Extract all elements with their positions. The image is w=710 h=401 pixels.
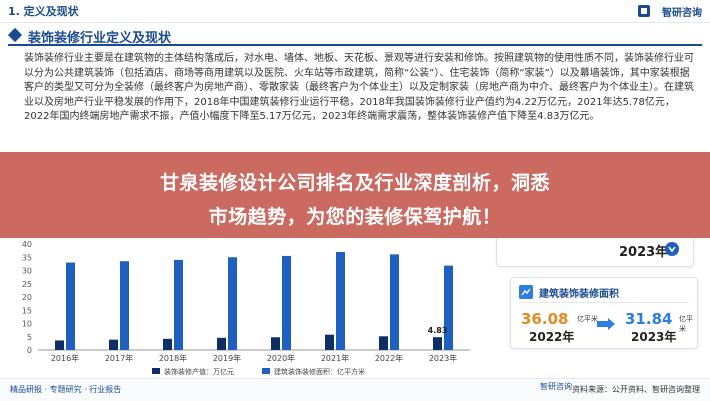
headline-line-2: 市场趋势，为您的装修保驾护航！: [208, 206, 502, 228]
y-tick-label: 35: [22, 253, 32, 262]
y-tick-label: 25: [22, 280, 32, 289]
legend-label-area: 建筑装饰装修面积：亿平方米: [274, 367, 365, 376]
x-tick-label: 2022年: [375, 353, 403, 363]
bar-area-1: [120, 261, 129, 350]
legend-label-output: 装饰装修产值：万亿元: [164, 367, 234, 376]
legend-swatch-output: [152, 368, 160, 374]
bar-area-5: [336, 251, 345, 350]
bar-chart: 0 5 10 15 20 25 30 35 40 2016年 2017年 2018年 2019年 2020…: [22, 240, 470, 376]
area-year-2023: 2023年: [631, 330, 677, 344]
y-tick-label: 20: [22, 293, 32, 302]
bar-area-6: [390, 254, 399, 350]
x-tick-label: 2016年: [51, 353, 79, 363]
bar-output-6: [379, 336, 388, 350]
brand-name: 智研咨询: [662, 8, 702, 19]
arrow-right-icon: [597, 318, 615, 330]
data-label: 4.83: [428, 326, 448, 335]
bar-output-2: [163, 338, 172, 350]
x-tick-label: 2021年: [321, 353, 349, 363]
bar-output-5: [325, 334, 334, 350]
diamond-bullet-icon: [7, 27, 23, 43]
section-label: 1. 定义及现状: [8, 5, 79, 18]
down-arrow-icon: [665, 242, 679, 256]
header-bar: 1. 定义及现状 智研咨询: [0, 0, 710, 23]
bar-output-0: [55, 340, 64, 350]
bar-output-1: [109, 339, 118, 350]
legend-swatch-area: [262, 368, 270, 374]
y-tick-label: 30: [22, 267, 32, 276]
area-unit-2022: 亿平米: [577, 315, 598, 323]
section-title: 装饰装修行业定义及现状: [28, 31, 172, 46]
intro-paragraph: 装饰装修行业主要是在建筑物的主体结构落成后，对水电、墙体、地板、天花板、景观等进…: [24, 53, 694, 122]
bar-area-4: [282, 255, 291, 350]
bar-output-7: [433, 337, 442, 350]
headline-overlay: 甘泉装修设计公司排名及行业深度剖析，洞悉 市场趋势，为您的装修保驾护航！: [0, 152, 710, 238]
y-tick-label: 40: [22, 240, 32, 249]
x-tick-label: 2019年: [213, 353, 241, 363]
area-value-2022: 36.08: [521, 310, 569, 328]
bar-area-0: [66, 262, 75, 350]
x-tick-label: 2020年: [267, 353, 295, 363]
footer-logo: 智研咨询: [540, 382, 572, 391]
footer-left-text: 精品研报 · 专题研究 · 行业报告: [10, 385, 122, 394]
card-top-year: 2023年: [619, 245, 669, 260]
x-tick-label: 2018年: [159, 353, 187, 363]
area-card-title: 建筑装饰装修面积: [539, 289, 619, 300]
bar-area-7: [444, 265, 453, 350]
area-card: 建筑装饰装修面积 36.08 亿平米 2022年 31.84 亿平米 2023年: [510, 277, 698, 349]
footer-bar: 精品研报 · 专题研究 · 行业报告 智研咨询 资料来源：公开资料、智研咨询整理: [0, 378, 710, 401]
section-title-bar: 装饰装修行业定义及现状: [7, 26, 702, 46]
chart-icon: [519, 285, 533, 299]
y-tick-label: 0: [27, 346, 32, 355]
y-tick-label: 5: [27, 333, 32, 342]
area-unit-2023: 亿平米: [679, 315, 693, 333]
y-tick-label: 10: [22, 320, 32, 329]
headline-line-1: 甘泉装修设计公司排名及行业深度剖析，洞悉: [159, 172, 550, 194]
bar-area-2: [174, 259, 183, 350]
bar-area-3: [228, 257, 237, 350]
brand-logo-icon: [638, 5, 650, 17]
area-card-header: 建筑装饰装修面积: [519, 284, 689, 303]
y-tick-label: 15: [22, 306, 32, 315]
x-tick-label: 2023年: [429, 353, 457, 363]
value-card-top: 2023年: [496, 238, 694, 267]
x-tick-label: 2017年: [105, 353, 133, 363]
bar-output-4: [271, 337, 280, 350]
bar-output-3: [217, 337, 226, 350]
footer-source: 资料来源：公开资料、智研咨询整理: [572, 385, 700, 394]
area-value-2023: 31.84: [625, 310, 673, 328]
area-year-2022: 2022年: [529, 330, 575, 344]
